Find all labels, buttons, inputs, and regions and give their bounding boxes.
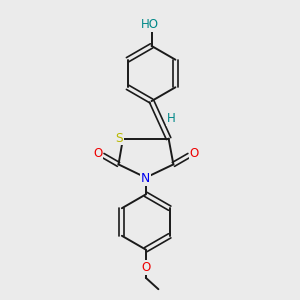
Text: O: O — [190, 146, 199, 160]
Text: N: N — [141, 172, 150, 185]
Text: HO: HO — [141, 18, 159, 32]
Text: O: O — [141, 261, 150, 274]
Text: H: H — [167, 112, 176, 125]
Text: O: O — [93, 146, 102, 160]
Text: S: S — [116, 131, 123, 145]
